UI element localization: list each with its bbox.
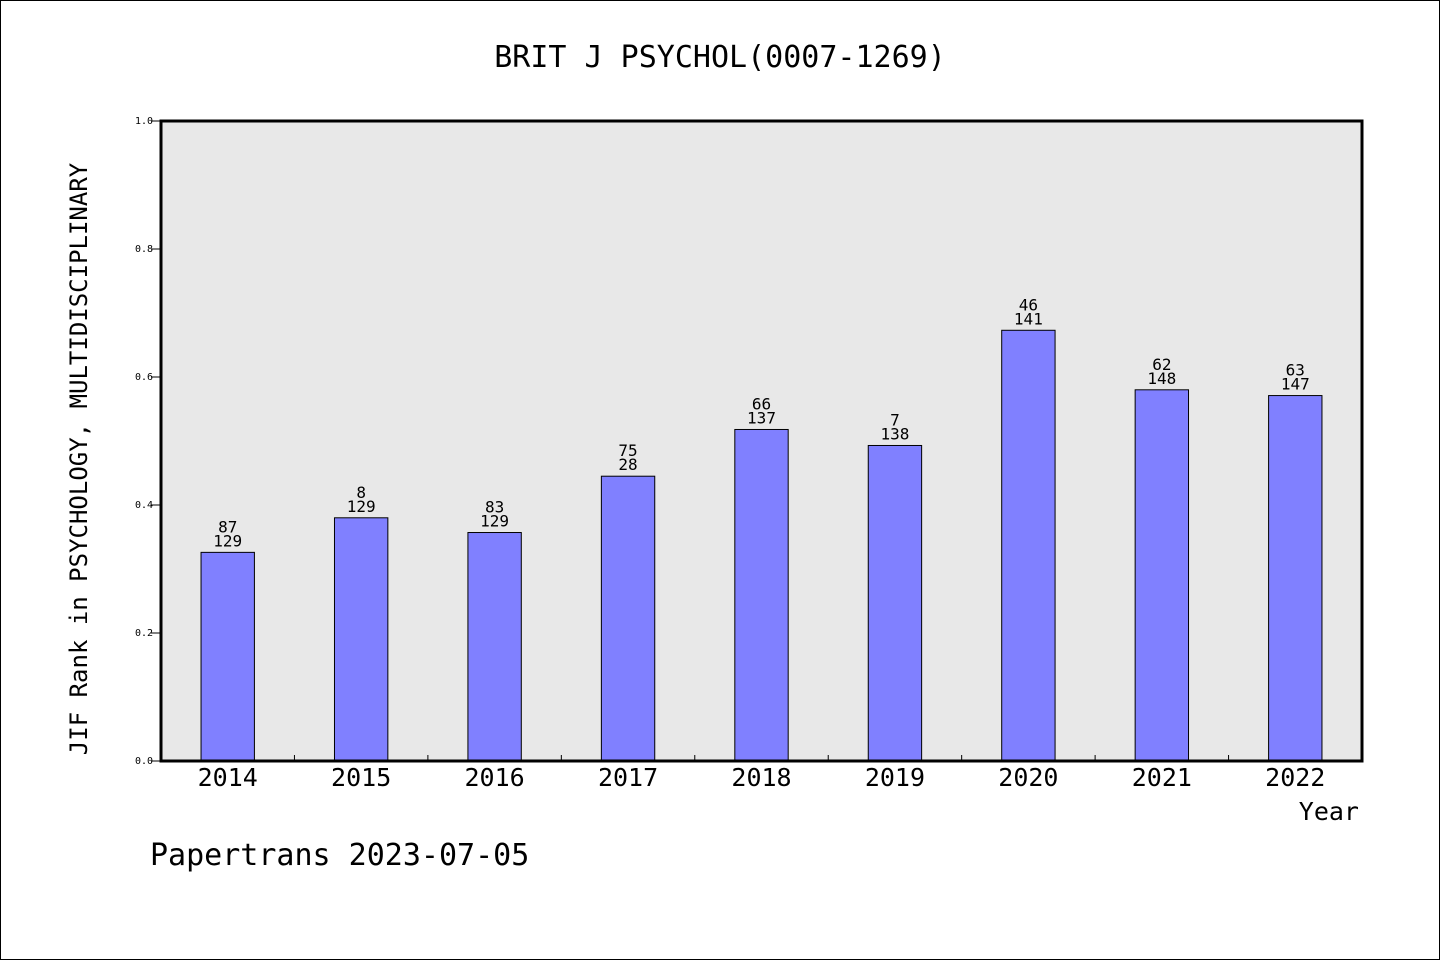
x-tick-label: 2017 xyxy=(598,763,658,792)
bar-total-label: 141 xyxy=(1014,309,1043,328)
y-tick-label: 0.0 xyxy=(135,756,153,767)
bar-total-label: 28 xyxy=(618,455,637,474)
bar-rank-label: 46 xyxy=(1019,295,1038,314)
x-tick-label: 2014 xyxy=(198,763,258,792)
bar-total-label: 129 xyxy=(480,512,509,531)
bar-total-label: 129 xyxy=(213,531,242,550)
x-tick-label: 2018 xyxy=(731,763,791,792)
x-tick-label: 2019 xyxy=(865,763,925,792)
bar-rank-label: 8 xyxy=(356,483,366,502)
bar-total-label: 147 xyxy=(1281,375,1310,394)
plot-border xyxy=(159,119,1364,763)
bar-total-label: 138 xyxy=(880,424,909,443)
x-tick-label: 2020 xyxy=(998,763,1058,792)
bar-2016 xyxy=(467,532,522,762)
bar-total-label: 129 xyxy=(347,497,376,516)
y-tick-label: 0.6 xyxy=(135,372,153,383)
y-axis-label: JIF Rank in PSYCHOLOGY, MULTIDISCIPLINAR… xyxy=(65,162,93,755)
plot-area: 0.00.20.40.60.81.08712920148129201583129… xyxy=(135,116,1364,792)
bar-2018 xyxy=(734,428,789,762)
x-axis-label: Year xyxy=(1299,797,1359,826)
bar-rank-label: 63 xyxy=(1286,361,1305,380)
bar-total-label: 137 xyxy=(747,408,776,427)
bar-rank-label: 62 xyxy=(1152,355,1171,374)
chart-title: BRIT J PSYCHOL(0007-1269) xyxy=(494,40,946,75)
y-tick-label: 0.8 xyxy=(135,244,153,255)
x-tick-label: 2022 xyxy=(1265,763,1325,792)
bar-total-label: 148 xyxy=(1147,369,1176,388)
bar-2022 xyxy=(1268,395,1323,762)
y-tick-label: 1.0 xyxy=(135,116,153,127)
y-tick-label: 0.4 xyxy=(135,500,153,511)
bar-2020 xyxy=(1001,329,1056,762)
bar-2019 xyxy=(867,444,923,762)
bar-rank-label: 75 xyxy=(618,441,637,460)
bar-2015 xyxy=(333,517,389,762)
bar-rank-label: 66 xyxy=(752,394,771,413)
bar-2014 xyxy=(200,551,255,762)
footer-text: Papertrans 2023-07-05 xyxy=(150,838,529,873)
bar-rank-label: 87 xyxy=(218,517,237,536)
bar-2021 xyxy=(1134,389,1190,762)
bar-2017 xyxy=(600,475,656,762)
x-tick-label: 2015 xyxy=(331,763,391,792)
x-tick-label: 2021 xyxy=(1132,763,1192,792)
x-tick-label: 2016 xyxy=(465,763,525,792)
y-tick-label: 0.2 xyxy=(135,628,153,639)
bar-rank-label: 7 xyxy=(890,410,900,429)
bar-rank-label: 83 xyxy=(485,498,504,517)
